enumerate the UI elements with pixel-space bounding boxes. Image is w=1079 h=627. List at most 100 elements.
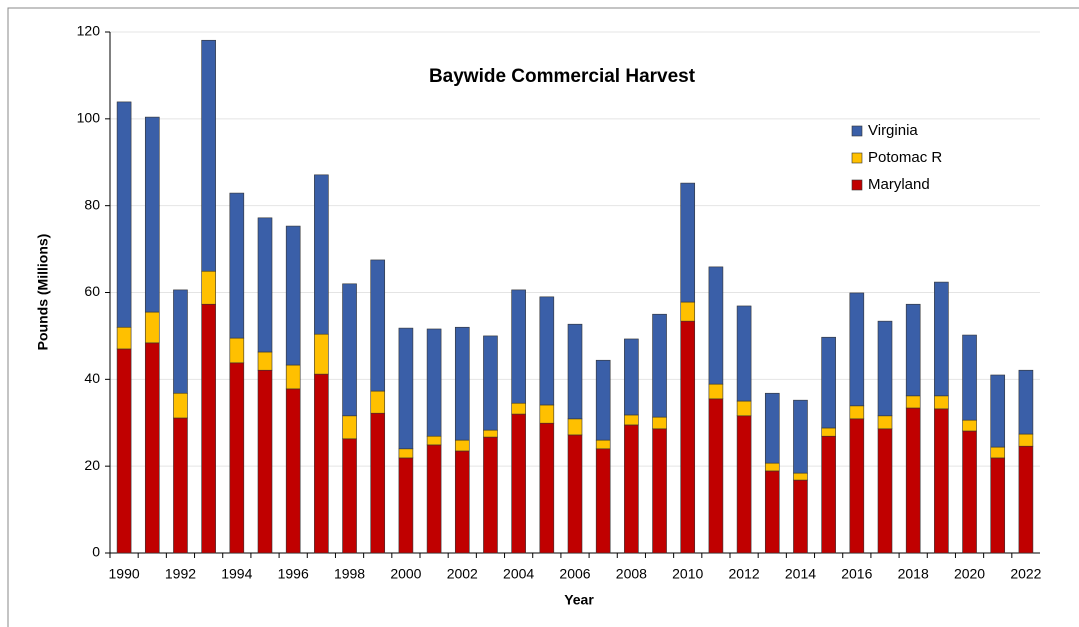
bar-segment xyxy=(595,439,611,450)
bar-segment xyxy=(990,374,1006,448)
bar-segment xyxy=(116,326,132,350)
chart-title: Baywide Commercial Harvest xyxy=(429,66,696,87)
bar-segment xyxy=(849,405,865,420)
y-tick-label: 60 xyxy=(84,283,100,299)
bar-segment xyxy=(539,296,555,406)
bar-segment xyxy=(990,457,1006,554)
bar-segment xyxy=(934,408,949,554)
bar-segment xyxy=(173,417,188,554)
legend-swatch xyxy=(851,152,863,164)
bar-segment xyxy=(257,369,273,554)
bar-segment xyxy=(821,435,836,554)
bar-segment xyxy=(1018,445,1034,554)
bar-segment xyxy=(680,182,696,303)
y-tick-label: 40 xyxy=(84,370,100,386)
bar-segment xyxy=(877,428,893,554)
bar-segment xyxy=(398,457,414,554)
bar-segment xyxy=(285,388,301,554)
bar-segment xyxy=(905,395,921,409)
bar-segment xyxy=(144,116,160,313)
bar-segment xyxy=(624,338,639,416)
bar-segment xyxy=(624,414,639,426)
x-tick-label: 1990 xyxy=(109,566,140,582)
bar-segment xyxy=(314,373,329,554)
y-tick-label: 100 xyxy=(77,110,101,126)
bar-segment xyxy=(370,412,386,554)
bar-segment xyxy=(257,351,273,371)
x-tick-label: 2000 xyxy=(390,566,421,582)
bar-segment xyxy=(539,404,555,424)
bar-segment xyxy=(229,192,245,339)
x-tick-label: 2014 xyxy=(785,566,816,582)
bar-segment xyxy=(934,395,949,410)
bar-segment xyxy=(624,424,639,554)
bar-segment xyxy=(849,292,865,407)
bar-segment xyxy=(793,399,808,474)
bar-segment xyxy=(821,336,836,429)
bar-segment xyxy=(314,174,329,335)
bar-segment xyxy=(370,259,386,392)
x-tick-label: 2004 xyxy=(503,566,534,582)
x-tick-label: 2008 xyxy=(616,566,647,582)
bar-segment xyxy=(708,266,724,385)
bar-segment xyxy=(398,327,414,450)
bar-segment xyxy=(1018,433,1034,447)
bar-segment xyxy=(201,303,216,554)
bar-segment xyxy=(144,342,160,554)
bar-segment xyxy=(173,289,188,394)
bar-segment xyxy=(370,390,386,414)
x-tick-label: 2016 xyxy=(841,566,872,582)
bar-segment xyxy=(173,392,188,419)
bar-segment xyxy=(454,450,470,554)
bar-segment xyxy=(736,415,752,554)
bar-segment xyxy=(595,448,611,554)
bar-segment xyxy=(849,418,865,554)
x-tick-label: 2002 xyxy=(447,566,478,582)
bar-segment xyxy=(483,429,498,438)
bar-segment xyxy=(454,439,470,452)
bar-segment xyxy=(257,217,273,353)
bar-segment xyxy=(652,428,667,554)
bar-segment xyxy=(426,435,442,446)
bar-segment xyxy=(567,323,583,420)
frame xyxy=(7,7,1079,627)
bar-segment xyxy=(877,415,893,430)
bar-segment xyxy=(483,436,498,554)
bar-segment xyxy=(285,364,301,390)
bar-segment xyxy=(821,427,836,437)
bar-segment xyxy=(680,320,696,554)
bar-segment xyxy=(511,413,526,554)
x-tick-label: 2018 xyxy=(898,566,929,582)
bar-segment xyxy=(877,320,893,417)
bar-segment xyxy=(934,281,949,397)
legend-label: Virginia xyxy=(868,122,918,139)
x-tick-label: 2020 xyxy=(954,566,985,582)
bar-segment xyxy=(201,39,216,272)
bar-segment xyxy=(793,479,808,554)
x-tick-label: 1994 xyxy=(221,566,252,582)
legend-label: Maryland xyxy=(868,176,930,193)
legend-label: Potomac R xyxy=(868,149,942,166)
bar-segment xyxy=(962,430,977,554)
bar-segment xyxy=(764,462,780,472)
legend-swatch xyxy=(851,179,863,191)
bar-segment xyxy=(511,402,526,415)
bar-segment xyxy=(1018,369,1034,435)
bar-segment xyxy=(764,470,780,554)
bar-segment xyxy=(511,289,526,404)
bar-segment xyxy=(314,333,329,375)
bar-segment xyxy=(962,334,977,421)
bar-segment xyxy=(708,383,724,400)
x-tick-label: 2012 xyxy=(729,566,760,582)
bar-segment xyxy=(229,337,245,364)
bar-segment xyxy=(483,335,498,431)
bar-segment xyxy=(595,359,611,441)
bar-segment xyxy=(454,326,470,441)
bar-segment xyxy=(426,444,442,554)
bar-segment xyxy=(764,392,780,464)
bar-segment xyxy=(990,446,1006,459)
bar-segment xyxy=(116,348,132,554)
bar-segment xyxy=(116,101,132,328)
bar-segment xyxy=(652,313,667,418)
